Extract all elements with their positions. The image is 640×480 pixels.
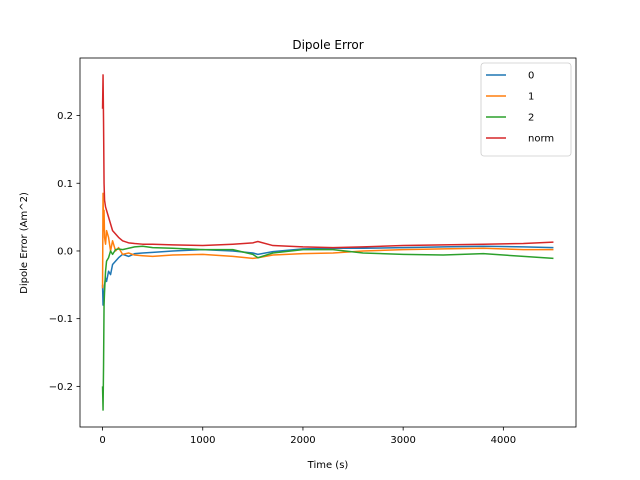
y-ticks: −0.2 −0.1 0.0 0.1 0.2 [49, 111, 80, 393]
plot-frame [79, 57, 577, 428]
y-tick-label: −0.1 [49, 314, 73, 325]
plot-lines [101, 74, 554, 411]
y-tick-label: 0.1 [57, 179, 73, 190]
legend-label: norm [528, 134, 554, 145]
legend: 0 1 2 norm [480, 62, 572, 157]
x-tick-label: 4000 [491, 435, 516, 446]
y-tick-label: 0.2 [57, 111, 73, 122]
legend-label: 1 [528, 92, 534, 103]
legend-box [480, 62, 572, 157]
x-axis-label: Time (s) [307, 460, 349, 471]
chart-title: Dipole Error [292, 38, 363, 52]
x-ticks: 0 1000 2000 3000 4000 [99, 427, 516, 446]
x-tick-label: 1000 [190, 435, 215, 446]
y-axis-label: Dipole Error (Am^2) [19, 192, 30, 294]
y-tick-label: −0.2 [49, 382, 73, 393]
series-line-2 [101, 245, 554, 411]
x-tick-label: 2000 [290, 435, 315, 446]
y-tick-label: 0.0 [57, 246, 73, 257]
legend-label: 2 [528, 113, 534, 124]
series-line-3 [101, 74, 554, 249]
x-tick-label: 0 [99, 435, 105, 446]
series-line-1 [101, 192, 554, 289]
x-tick-label: 3000 [390, 435, 415, 446]
legend-label: 0 [528, 71, 534, 82]
